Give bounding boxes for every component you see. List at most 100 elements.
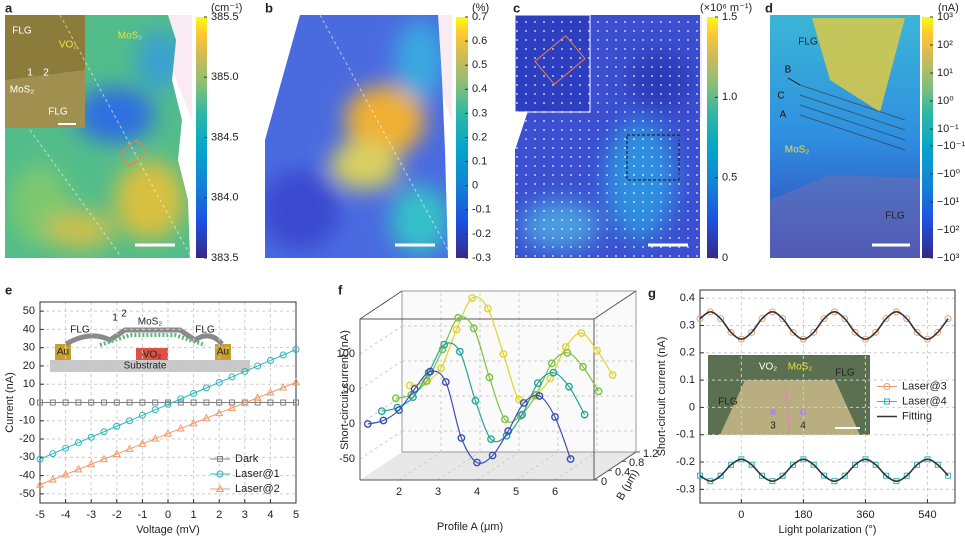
data-point <box>164 400 172 408</box>
colorbar-tick-label: 0.6 <box>472 35 487 47</box>
y-tick-label: -20 <box>19 433 35 445</box>
x-tick-label: -5 <box>35 509 45 521</box>
grid-line <box>359 360 403 390</box>
data-point <box>35 480 45 488</box>
legend-marker <box>884 398 890 405</box>
annotation: FLG <box>835 368 855 379</box>
annotation: FLG <box>718 397 738 408</box>
series-line <box>39 381 297 486</box>
data-point <box>293 399 299 406</box>
data-point <box>113 422 121 430</box>
colorbar-tick-label: 384.0 <box>211 192 239 204</box>
colorbar-tick-label: 385.0 <box>211 71 239 83</box>
data-point <box>113 399 120 406</box>
data-point <box>266 388 275 396</box>
data-point <box>279 382 288 391</box>
x-tick-label: -2 <box>112 509 122 521</box>
data-point <box>535 392 544 400</box>
x-axis-label: Profile A (μm) <box>437 521 503 533</box>
y-tick-label: 0.1 <box>680 374 695 386</box>
box-edge <box>593 451 637 481</box>
data-point <box>519 399 528 407</box>
colorbar-tick-label: 0.4 <box>472 83 487 95</box>
data-point <box>163 429 173 437</box>
y-tick-label: -0.1 <box>676 429 695 441</box>
data-point <box>468 294 477 302</box>
data-point <box>377 407 386 416</box>
series-line <box>395 316 600 423</box>
data-point <box>426 367 435 376</box>
data-point <box>424 368 433 377</box>
data-point <box>75 399 82 406</box>
data-point <box>253 393 262 401</box>
data-point <box>151 406 159 414</box>
data-point <box>395 406 403 414</box>
colorbar-tick-label: 10³ <box>937 11 953 23</box>
y-tick-label: -0.2 <box>676 456 695 468</box>
annotation: 3 <box>770 421 776 432</box>
data-point <box>483 304 492 313</box>
data-point <box>580 410 589 419</box>
x-axis-label: Voltage (mV) <box>136 524 200 536</box>
data-point <box>934 461 941 468</box>
legend-label: Laser@2 <box>235 483 280 495</box>
map-b-art <box>265 14 452 258</box>
data-point <box>437 364 445 372</box>
data-point <box>903 472 910 479</box>
panel-letter: b <box>265 0 273 15</box>
data-point <box>727 328 735 336</box>
data-point <box>533 379 542 388</box>
data-point <box>74 464 83 473</box>
data-point <box>177 399 184 406</box>
data-point <box>267 399 274 406</box>
x-tick-label: 5 <box>513 486 519 498</box>
annotation: FLG <box>798 37 818 48</box>
annotation: FLG <box>12 26 32 37</box>
legend-label: Laser@3 <box>902 380 947 392</box>
x-tick-label: 540 <box>918 509 936 521</box>
y-tick-label: 30 <box>23 342 35 354</box>
data-point <box>177 395 185 403</box>
data-point <box>852 461 859 468</box>
data-point <box>518 410 527 419</box>
x-tick-label: 3 <box>242 509 248 521</box>
data-point <box>126 417 134 425</box>
colorbar-unit: (cm⁻¹) <box>211 2 242 14</box>
y-tick-label: 10 <box>23 378 35 390</box>
legend-marker <box>883 383 891 390</box>
y-tick-label: 50 <box>343 383 355 395</box>
y-axis-label: Short-circuit current (nA) <box>339 330 351 450</box>
panel-letter: d <box>765 0 773 15</box>
legend-marker <box>216 470 224 478</box>
annotation: 1 <box>112 313 118 324</box>
x-tick-label: 360 <box>856 509 874 521</box>
annotation: FLG <box>195 325 215 336</box>
colorbar-tick-label: −10³ <box>937 252 960 264</box>
plot-frame <box>699 289 956 504</box>
data-point <box>49 399 56 406</box>
y-tick-label: -10 <box>19 415 35 427</box>
box-edge <box>359 290 403 320</box>
y-tick-label: -40 <box>19 469 35 481</box>
annotation: FLG <box>885 211 905 222</box>
annotation: MoS₂ <box>10 85 35 96</box>
colorbar-tick-label: −10⁻¹ <box>937 140 965 152</box>
data-point <box>138 411 146 419</box>
data-point <box>563 348 572 357</box>
data-point <box>61 469 70 478</box>
data-point <box>696 315 704 323</box>
data-point <box>190 399 197 406</box>
data-point <box>485 373 494 382</box>
data-point <box>241 367 249 375</box>
colorbar-tick-label: 0.2 <box>472 131 487 143</box>
annotation: MoS₂ <box>785 145 810 156</box>
annotation: FLG <box>70 325 90 336</box>
y-tick-label: -50 <box>19 488 35 500</box>
annotation: Substrate <box>124 361 167 372</box>
data-point <box>379 416 388 425</box>
data-point <box>88 399 95 406</box>
data-point <box>215 378 223 386</box>
legend-label: Laser@1 <box>235 468 280 480</box>
x-tick-label: 5 <box>293 509 299 521</box>
legend-label: Fitting <box>902 410 932 422</box>
